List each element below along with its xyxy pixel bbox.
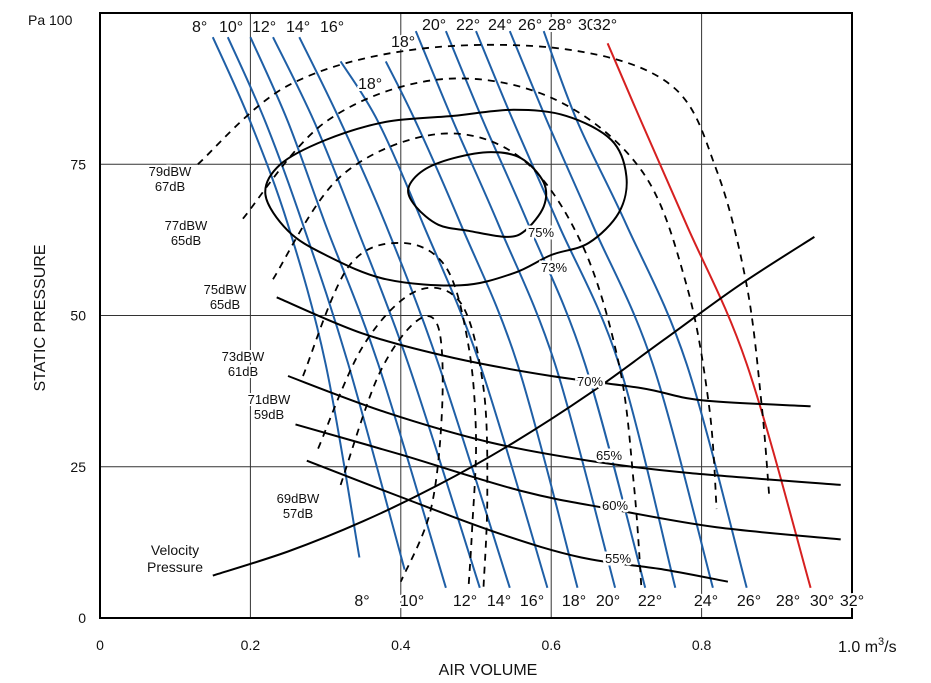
blade-angle-top-label: 14°: [286, 19, 310, 36]
y-tick-label: 25: [70, 459, 86, 475]
blade-angle-bottom-label: 24°: [694, 593, 718, 610]
x-axis-title: AIR VOLUME: [439, 662, 538, 679]
blade-angle-curve: [211, 36, 361, 558]
sound-level-curve: [197, 43, 771, 498]
efficiency-curve: [276, 296, 811, 408]
efficiency-curve: [295, 423, 841, 541]
sound-level-label: 65dB: [171, 233, 201, 248]
y-tick-label: 0: [78, 610, 86, 626]
blade-angle-curve: [444, 30, 647, 589]
blade-angle-curve: [384, 60, 579, 589]
labels: 0 0.2 0.4 0.6 0.8 0 25 50 75 8° 10° 12° 14° 16° 18° 20°…: [70, 15, 866, 653]
x-tick-label: 0: [96, 637, 104, 653]
blade-angle-bottom-label: 28°: [776, 593, 800, 610]
y-tick-label: 75: [70, 156, 86, 172]
velocity-pressure-label: Pressure: [147, 559, 203, 575]
sound-level-label: 79dBW: [149, 164, 192, 179]
blade-angle-bottom-label: 18°: [562, 593, 586, 610]
sound-level-curve: [272, 132, 643, 588]
sound-level-curve: [317, 286, 489, 588]
x-axis-unit-sup: 3: [878, 636, 884, 648]
blade-angle-curve: [272, 36, 481, 589]
blade-angle-curve: [339, 60, 549, 589]
efficiency-label: 73%: [541, 260, 567, 275]
x-axis-unit-suffix: /s: [884, 639, 896, 656]
sound-level-label: 71dBW: [248, 392, 291, 407]
blade-angle-curve: [414, 30, 617, 589]
blade-angle-top-label: 32°: [593, 17, 617, 34]
x-tick-label: 0.2: [241, 637, 261, 653]
blade-angle-curve: [542, 30, 748, 589]
blade-angle-bottom-label: 12°: [453, 593, 477, 610]
blade-angle-bottom-label: 26°: [737, 593, 761, 610]
blade-angle-bottom-label: 16°: [520, 593, 544, 610]
y-tick-label: 50: [70, 308, 86, 324]
blade-angle-top-label: 8°: [192, 19, 207, 36]
x-axis-unit: 1.0 m3/s: [838, 636, 897, 656]
sound-level-label: 65dB: [210, 297, 240, 312]
sound-level-label: 59dB: [254, 407, 284, 422]
efficiency-label: 55%: [605, 551, 631, 566]
y-top-label: Pa 100: [28, 12, 73, 28]
blade-angle-curve: [606, 42, 812, 589]
blade-angle-curve: [475, 30, 677, 589]
blade-angle-bottom-label: 20°: [596, 593, 620, 610]
efficiency-label: 70%: [577, 374, 603, 389]
sound-level-label: 67dB: [155, 179, 185, 194]
blade-angle-top-label: 18°: [358, 76, 382, 93]
blade-angle-top-label: 10°: [219, 19, 243, 36]
velocity-pressure-label: Velocity: [151, 542, 199, 558]
curves: [197, 30, 841, 589]
x-axis-unit-main: 1.0 m: [838, 639, 878, 656]
blade-angle-bottom-label: 30°: [810, 593, 834, 610]
x-tick-label: 0.6: [541, 637, 561, 653]
blade-angle-top-label: 26°: [518, 17, 542, 34]
blade-angle-top-label: 16°: [320, 19, 344, 36]
blade-angle-top-label: 18°: [391, 34, 415, 51]
efficiency-label: 75%: [528, 225, 554, 240]
blade-angle-top-label: 22°: [456, 17, 480, 34]
sound-level-label: 77dBW: [165, 218, 208, 233]
sound-level-curve: [302, 241, 477, 588]
sound-level-label: 73dBW: [222, 349, 265, 364]
efficiency-curve: [306, 459, 729, 583]
blade-angle-bottom-label: 22°: [638, 593, 662, 610]
sound-level-label: 75dBW: [204, 282, 247, 297]
blade-angle-curve: [249, 36, 447, 589]
blade-angle-top-label: 12°: [252, 19, 276, 36]
blade-angle-bottom-label: 8°: [354, 593, 369, 610]
efficiency-label: 60%: [602, 498, 628, 513]
efficiency-curve: [287, 375, 841, 486]
velocity-pressure-curve: [212, 236, 815, 577]
blade-angle-bottom-label: 14°: [487, 593, 511, 610]
y-axis-title: STATIC PRESSURE: [32, 245, 49, 392]
sound-level-label: 69dBW: [277, 491, 320, 506]
blade-angle-bottom-label: 10°: [400, 593, 424, 610]
efficiency-curve: [264, 108, 628, 287]
blade-angle-top-label: 30°: [578, 17, 602, 34]
plot-frame: [99, 12, 853, 619]
blade-angle-top-label: 20°: [422, 17, 446, 34]
blade-angle-curve: [298, 36, 511, 589]
blade-angle-bottom-label: 32°: [840, 593, 864, 610]
x-tick-label: 0.8: [692, 637, 712, 653]
sound-level-curve: [242, 77, 718, 510]
sound-level-label: 57dB: [283, 506, 313, 521]
sound-level-label: 61dB: [228, 364, 258, 379]
x-tick-label: 0.4: [391, 637, 411, 653]
blade-angle-top-label: 24°: [488, 17, 512, 34]
efficiency-curve: [407, 151, 548, 238]
efficiency-label: 65%: [596, 448, 622, 463]
blade-angle-top-label: 28°: [548, 17, 572, 34]
